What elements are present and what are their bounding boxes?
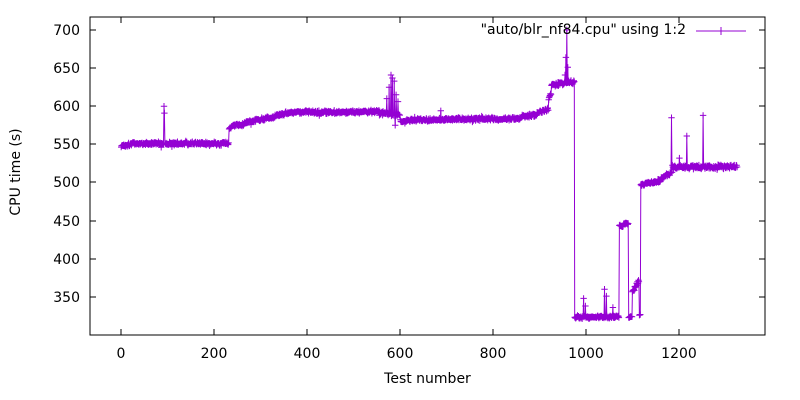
y-tick-label: 600 [53,99,80,115]
y-axis-title: CPU time (s) [8,128,24,216]
y-tick-label: 500 [53,175,80,191]
series-markers [118,26,741,322]
y-tick-label: 700 [53,23,80,39]
y-tick-label: 450 [53,214,80,230]
x-axis-title: Test number [384,371,471,387]
x-tick-label: 800 [480,346,507,362]
x-tick-label: 200 [201,346,228,362]
x-tick-label: 400 [294,346,321,362]
y-tick-label: 350 [53,290,80,306]
x-tick-label: 600 [387,346,414,362]
plot-border [89,16,766,336]
y-tick-label: 550 [53,137,80,153]
x-tick-label: 1200 [661,346,697,362]
legend-label: "auto/blr_nf84.cpu" using 1:2 [480,22,686,38]
y-tick-label: 650 [53,61,80,77]
series-line [120,29,738,320]
legend-sample-plus-icon [717,27,725,35]
x-tick-label: 1000 [568,346,604,362]
x-tick-label: 0 [117,346,126,362]
y-tick-label: 400 [53,252,80,268]
